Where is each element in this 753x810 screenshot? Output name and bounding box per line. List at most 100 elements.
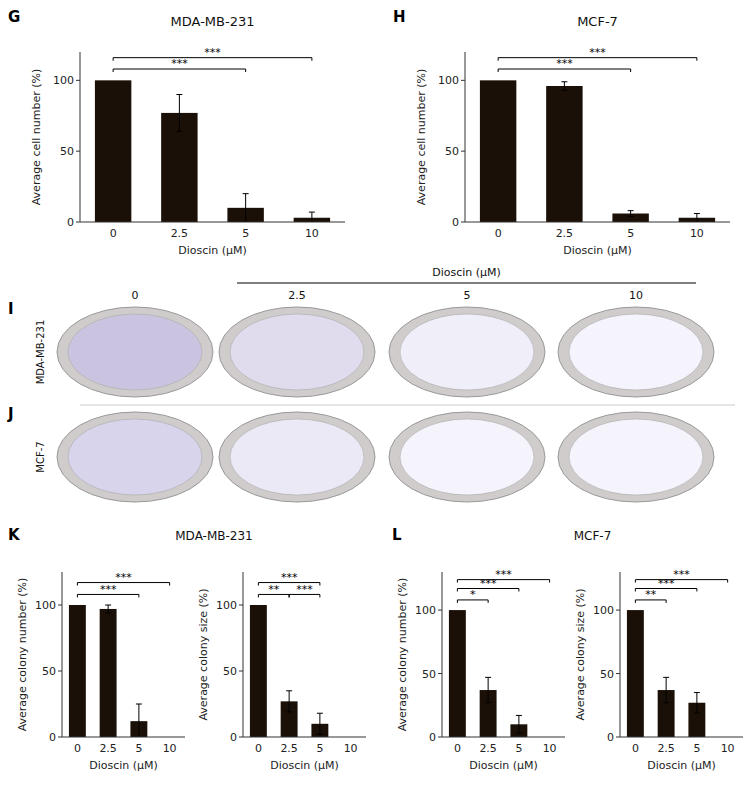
- y-axis-label: Average cell number (%): [415, 69, 428, 206]
- y-tick-label: 0: [49, 731, 56, 744]
- error-cap: [561, 81, 567, 82]
- plate-rim: [219, 307, 375, 397]
- y-tick: [76, 222, 80, 223]
- x-tick-label: 10: [163, 742, 177, 755]
- marks: [69, 605, 147, 737]
- error-stem: [488, 677, 489, 702]
- y-axis-label: Average colony number (%): [396, 578, 409, 732]
- y-tick: [239, 671, 243, 672]
- error-stem: [319, 713, 320, 734]
- error-bar: [694, 214, 700, 223]
- error-cap: [694, 712, 700, 713]
- marks: [449, 610, 527, 737]
- panel-letter: I: [8, 300, 14, 318]
- x-tick-label: 5: [693, 742, 700, 755]
- x-tick-label: 5: [135, 742, 142, 755]
- x-axis-label: Dioscin (μM): [178, 244, 247, 257]
- x-tick-label: 10: [721, 742, 735, 755]
- y-tick-label: 100: [593, 604, 614, 617]
- y-axis: [243, 572, 244, 737]
- significance-label: ***: [673, 568, 690, 581]
- title: MDA-MB-231: [171, 14, 255, 29]
- y-tick-label: 100: [438, 74, 459, 87]
- error-cap: [176, 94, 182, 95]
- y-tick-label: 100: [415, 604, 436, 617]
- marks: [480, 80, 715, 222]
- error-cap: [286, 711, 292, 712]
- significance-label: ***: [171, 57, 188, 70]
- bar: [100, 609, 117, 737]
- x-axis-label: Dioscin (μM): [647, 759, 716, 772]
- error-cap: [136, 704, 142, 705]
- x-tick-label: 0: [110, 227, 117, 240]
- bar: [480, 80, 516, 222]
- panel-letter: J: [7, 405, 14, 423]
- plate-rim: [57, 307, 213, 397]
- y-tick: [58, 737, 62, 738]
- column-label: 2.5: [288, 289, 306, 302]
- error-stem: [518, 715, 519, 733]
- plate-grid: Dioscin (μM)02.5510MDA-MB-231IMCF-7J: [7, 266, 735, 502]
- panel-letter: L: [392, 526, 402, 544]
- x-tick-label: 10: [690, 227, 704, 240]
- x-axis-label: Dioscin (μM): [563, 244, 632, 257]
- marks: [95, 80, 330, 222]
- error-stem: [311, 212, 312, 222]
- y-tick-label: 50: [422, 668, 436, 681]
- plate: [569, 314, 703, 390]
- error-bar: [286, 691, 292, 712]
- error-cap: [516, 715, 522, 716]
- x-tick-label: 0: [454, 742, 461, 755]
- y-tick-label: 50: [223, 665, 237, 678]
- x-tick-label: 0: [255, 742, 262, 755]
- panel-letter: G: [8, 8, 20, 26]
- error-cap: [317, 734, 323, 735]
- significance-label: ***: [495, 568, 512, 581]
- bar: [95, 80, 131, 222]
- x-axis: [465, 222, 730, 223]
- plate: [230, 314, 364, 390]
- y-tick-label: 100: [53, 74, 74, 87]
- error-stem: [108, 605, 109, 613]
- y-axis-label: Average colony size (%): [197, 588, 210, 720]
- y-tick-label: 0: [67, 216, 74, 229]
- plate: [68, 314, 202, 390]
- error-bar: [694, 693, 700, 713]
- x-axis: [62, 737, 185, 738]
- plate: [68, 419, 202, 495]
- significance-label: ***: [556, 57, 573, 70]
- error-cap: [176, 131, 182, 132]
- marks: [250, 605, 328, 737]
- error-cap: [485, 702, 491, 703]
- y-axis: [620, 572, 621, 737]
- bar: [69, 605, 86, 737]
- x-tick-label: 2.5: [479, 742, 497, 755]
- x-axis: [80, 222, 345, 223]
- x-tick-label: 5: [627, 227, 634, 240]
- row-label: MDA-MB-231: [35, 320, 46, 385]
- error-bar: [309, 212, 315, 222]
- bar: [627, 610, 644, 737]
- x-tick-label: 0: [632, 742, 639, 755]
- error-bar: [176, 95, 182, 132]
- y-tick: [616, 737, 620, 738]
- x-tick-label: 2.5: [171, 227, 189, 240]
- column-label: 0: [132, 289, 139, 302]
- x-axis: [442, 737, 565, 738]
- x-tick-label: 0: [74, 742, 81, 755]
- error-bar: [136, 704, 142, 737]
- error-cap: [516, 733, 522, 734]
- y-tick: [461, 80, 465, 81]
- panel-letter: H: [393, 8, 406, 26]
- y-tick: [76, 151, 80, 152]
- significance-label: ***: [589, 46, 606, 59]
- error-cap: [317, 713, 323, 714]
- plate-rim: [389, 307, 545, 397]
- error-cap: [309, 212, 315, 213]
- x-tick-label: 5: [316, 742, 323, 755]
- x-tick-label: 5: [515, 742, 522, 755]
- title: MDA-MB-231: [175, 529, 252, 543]
- error-bar: [317, 713, 323, 734]
- x-axis-label: Dioscin (μM): [270, 759, 339, 772]
- error-cap: [694, 213, 700, 214]
